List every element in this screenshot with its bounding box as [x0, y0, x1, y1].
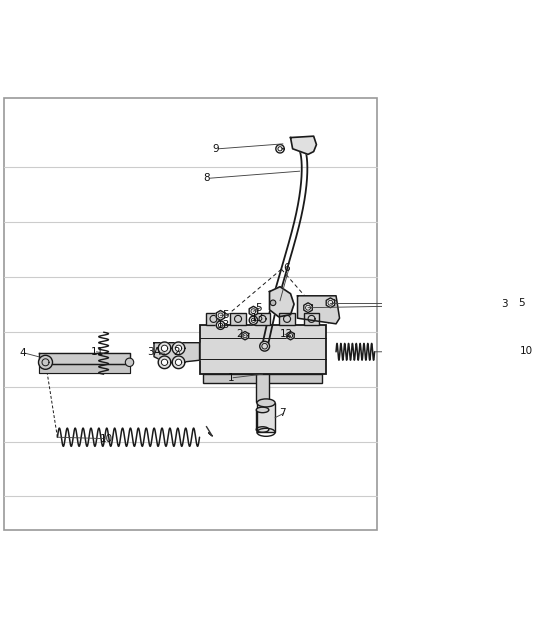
Text: 2: 2: [174, 347, 180, 357]
Bar: [203, 374, 322, 382]
Polygon shape: [287, 332, 294, 340]
Bar: [231, 313, 246, 325]
Text: 5: 5: [256, 303, 262, 313]
Polygon shape: [175, 359, 181, 365]
Ellipse shape: [256, 407, 269, 413]
Text: 10: 10: [519, 346, 532, 356]
Polygon shape: [216, 321, 225, 330]
Polygon shape: [219, 323, 222, 327]
Polygon shape: [304, 303, 312, 313]
Text: 13: 13: [251, 313, 264, 323]
Bar: [206, 313, 221, 325]
Polygon shape: [298, 296, 340, 324]
Text: 4: 4: [20, 348, 26, 358]
Text: 7: 7: [278, 408, 285, 418]
Ellipse shape: [257, 399, 275, 407]
Text: 1: 1: [228, 372, 235, 382]
Text: 8: 8: [203, 173, 210, 183]
Text: 3A: 3A: [147, 347, 161, 357]
Polygon shape: [158, 356, 171, 369]
Polygon shape: [290, 136, 317, 154]
Text: 11: 11: [91, 347, 104, 357]
Polygon shape: [251, 318, 256, 322]
Text: 5: 5: [518, 298, 525, 308]
Polygon shape: [216, 310, 225, 320]
Bar: [256, 374, 269, 402]
Polygon shape: [154, 343, 199, 364]
Ellipse shape: [260, 341, 270, 351]
Text: 3: 3: [501, 299, 508, 309]
Polygon shape: [326, 298, 335, 308]
Polygon shape: [172, 342, 185, 355]
Text: 13: 13: [217, 320, 231, 330]
Ellipse shape: [270, 300, 276, 306]
Text: 2: 2: [237, 329, 243, 339]
Polygon shape: [161, 359, 168, 365]
Circle shape: [39, 355, 52, 369]
Polygon shape: [241, 332, 249, 340]
Text: 9: 9: [212, 144, 219, 154]
Polygon shape: [161, 345, 168, 352]
Polygon shape: [172, 356, 185, 369]
Bar: [256, 410, 269, 430]
Text: 12: 12: [280, 329, 293, 339]
Text: 10: 10: [99, 433, 112, 443]
Polygon shape: [158, 342, 171, 355]
Bar: [280, 313, 295, 325]
Polygon shape: [249, 306, 258, 316]
Polygon shape: [175, 345, 181, 352]
Text: 5: 5: [222, 310, 229, 320]
Bar: [304, 313, 319, 325]
Polygon shape: [270, 287, 294, 317]
Bar: [199, 325, 325, 374]
Text: 6: 6: [283, 263, 290, 273]
Polygon shape: [39, 353, 130, 364]
Circle shape: [125, 358, 134, 367]
Polygon shape: [39, 364, 130, 373]
Polygon shape: [249, 316, 258, 325]
Bar: [255, 313, 270, 325]
Bar: [257, 403, 275, 432]
